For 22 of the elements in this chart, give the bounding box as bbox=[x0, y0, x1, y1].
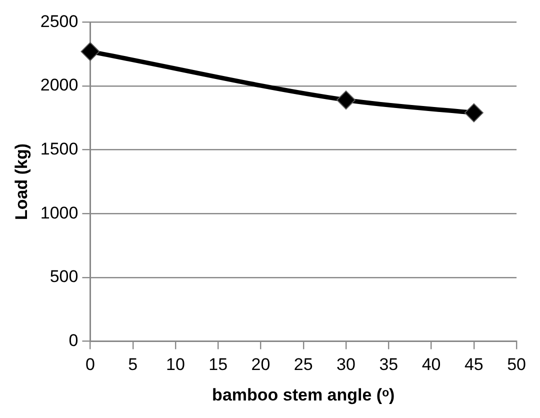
y-tick-label: 0 bbox=[68, 330, 78, 350]
x-tick-label: 45 bbox=[464, 355, 484, 374]
x-tick-label: 0 bbox=[85, 355, 95, 374]
x-tick-label: 50 bbox=[507, 355, 526, 374]
y-tick-label: 500 bbox=[50, 267, 78, 286]
x-axis-title: bamboo stem angle (ᵒ) bbox=[212, 385, 395, 404]
x-tick-label: 5 bbox=[128, 355, 138, 374]
x-tick-label: 35 bbox=[379, 355, 398, 374]
point bbox=[80, 42, 100, 62]
x-tick-label: 30 bbox=[336, 355, 356, 374]
x-tick-label: 15 bbox=[208, 355, 228, 374]
y-tick-label: 1500 bbox=[40, 139, 78, 158]
point bbox=[464, 103, 484, 122]
y-tick-label: 2500 bbox=[40, 12, 78, 31]
x-tick-label: 20 bbox=[251, 355, 270, 374]
y-tick-label: 1000 bbox=[40, 203, 78, 222]
x-tick-label: 25 bbox=[294, 355, 313, 374]
point bbox=[336, 90, 356, 110]
x-tick-label: 10 bbox=[166, 355, 185, 374]
x-tick-label: 40 bbox=[422, 355, 441, 374]
y-tick-label: 2000 bbox=[40, 76, 78, 95]
y-axis-title: Load (kg) bbox=[12, 143, 31, 220]
